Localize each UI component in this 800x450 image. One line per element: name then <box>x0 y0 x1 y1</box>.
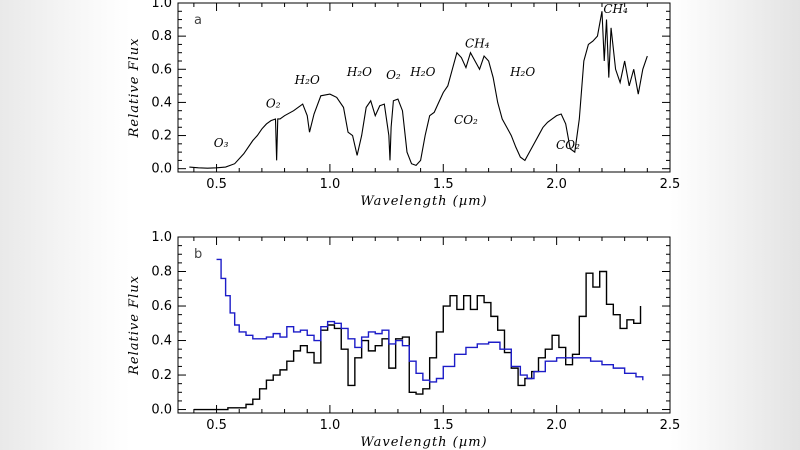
absorption-label: O₂ <box>386 68 401 82</box>
absorption-label: H₂O <box>346 65 372 79</box>
y-tick-label: 1.0 <box>151 230 172 245</box>
y-tick-label: 0.2 <box>151 129 172 144</box>
right-background-shade <box>670 0 800 450</box>
x-tick-label: 1.0 <box>320 177 341 192</box>
y-tick-label: 0.8 <box>151 29 172 44</box>
x-tick-label: 2.0 <box>546 177 567 192</box>
y-tick-label: 0.4 <box>151 334 172 349</box>
y-tick-label: 0.6 <box>151 299 172 314</box>
x-axis-title: Wavelength (µm) <box>360 435 487 450</box>
absorption-label: H₂O <box>509 65 535 79</box>
y-tick-label: 0.6 <box>151 62 172 77</box>
y-axis-title: Relative Flux <box>127 38 142 139</box>
absorption-label: H₂O <box>294 73 320 87</box>
absorption-label: O₃ <box>214 136 229 150</box>
x-tick-label: 2.5 <box>660 177 681 192</box>
left-background-shade <box>0 0 130 450</box>
absorption-label: CH₄ <box>603 2 628 16</box>
y-tick-label: 0.4 <box>151 95 172 110</box>
absorption-label: CH₄ <box>465 37 490 51</box>
panel-letter-a: a <box>194 13 202 28</box>
x-tick-label: 1.0 <box>320 418 341 433</box>
y-tick-label: 0.2 <box>151 368 172 383</box>
x-tick-label: 1.5 <box>433 418 454 433</box>
series-line-primary <box>189 11 648 169</box>
x-tick-label: 2.0 <box>546 418 567 433</box>
y-tick-label: 0.0 <box>151 162 172 177</box>
x-tick-label: 0.5 <box>206 418 227 433</box>
absorption-label: H₂O <box>409 65 435 79</box>
absorption-label: CO₂ <box>556 138 580 152</box>
y-axis-title: Relative Flux <box>127 275 142 376</box>
panel-letter-b: b <box>194 247 202 262</box>
x-axis-title: Wavelength (µm) <box>360 194 487 209</box>
x-tick-label: 2.5 <box>660 418 681 433</box>
series-line-secondary <box>216 258 644 383</box>
absorption-label: CO₂ <box>454 113 478 127</box>
y-tick-label: 0.0 <box>151 403 172 418</box>
plot-frame <box>177 2 671 173</box>
plot-frame <box>177 236 671 414</box>
y-tick-label: 0.8 <box>151 265 172 280</box>
chart-panel-b: 0.5 1.0 1.5 2.0 2.5 0.0 0.2 0.4 0.6 0.8 1.0 Wavelen… <box>127 230 680 450</box>
chart-panel-a: 0.5 1.0 1.5 2.0 2.5 0.0 0.2 0.4 0.6 0.8 1.0 Wavelen… <box>127 0 680 209</box>
series-line-primary <box>193 270 642 411</box>
x-tick-label: 1.5 <box>433 177 454 192</box>
y-tick-label: 1.0 <box>151 0 172 11</box>
x-tick-label: 0.5 <box>206 177 227 192</box>
absorption-label: O₂ <box>266 96 281 110</box>
